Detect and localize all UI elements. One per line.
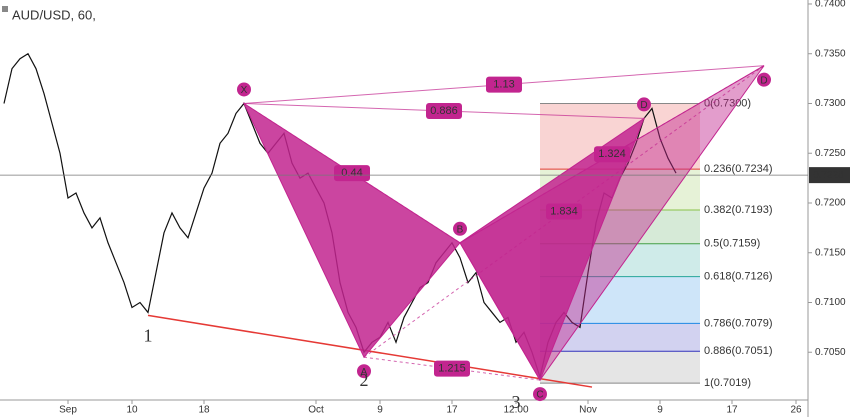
y-tick-label: 0.7400 xyxy=(815,0,846,10)
fib-band xyxy=(540,351,700,384)
ratio-box xyxy=(426,102,462,119)
pattern-point-label: D xyxy=(760,75,767,86)
y-tick-label: 0.7050 xyxy=(815,347,846,358)
pattern-point xyxy=(533,387,547,402)
wave-label: 1 xyxy=(144,325,153,345)
y-tick-label: 0.7100 xyxy=(815,297,846,308)
x-tick-label: 18 xyxy=(198,405,210,416)
x-tick-label: Sep xyxy=(59,405,77,416)
pattern-point-label: X xyxy=(241,85,248,96)
ratio-label: 1.215 xyxy=(438,363,466,375)
y-tick-label: 0.7150 xyxy=(815,247,846,258)
trendline xyxy=(147,314,593,388)
pattern-point xyxy=(453,221,467,236)
pattern-point xyxy=(757,72,771,87)
fib-label: 0.786(0.7079) xyxy=(704,317,773,329)
fib-label: 0.618(0.7126) xyxy=(704,271,773,283)
fib-label: 0.886(0.7051) xyxy=(704,345,773,357)
ratio-label: 1.834 xyxy=(550,205,578,217)
y-tick-label: 0.7350 xyxy=(815,48,846,59)
last-price-box xyxy=(809,167,850,184)
wave-label: 2 xyxy=(360,370,369,390)
pattern-point-label: B xyxy=(457,224,464,235)
ratio-label: 0.886 xyxy=(430,105,458,117)
x-tick-label: 17 xyxy=(446,405,458,416)
fib-label: 0.5(0.7159) xyxy=(704,238,760,250)
chart-title: AUD/USD, 60, xyxy=(12,7,96,22)
x-tick-label: 26 xyxy=(790,405,802,416)
pattern-point xyxy=(637,97,651,112)
pattern-point xyxy=(237,82,251,97)
x-tick-label: 12:00 xyxy=(503,405,528,416)
fib-label: 1(0.7019) xyxy=(704,377,751,389)
ratio-label: 1.13 xyxy=(493,78,514,90)
ratio-label: 0.44 xyxy=(341,167,362,179)
icon xyxy=(2,6,8,12)
last-price-label: 0.7228 xyxy=(813,170,844,181)
y-tick-label: 0.7300 xyxy=(815,98,846,109)
pattern-point-label: D xyxy=(640,100,647,111)
y-tick-label: 0.7250 xyxy=(815,148,846,159)
x-tick-label: 9 xyxy=(657,405,663,416)
pattern-point-label: A xyxy=(361,367,368,378)
x-tick-label: Oct xyxy=(308,405,324,416)
ratio-box xyxy=(546,203,582,220)
x-tick-label: Nov xyxy=(579,405,597,416)
fib-label: 0.236(0.7234) xyxy=(704,163,773,175)
x-tick-label: 17 xyxy=(726,405,738,416)
pattern-point-label: C xyxy=(536,390,543,401)
fib-label: 0.382(0.7193) xyxy=(704,204,773,216)
ratio-box xyxy=(486,76,522,93)
ratio-box xyxy=(594,146,630,163)
ratio-label: 1.324 xyxy=(598,148,626,160)
pattern-point xyxy=(357,364,371,379)
x-tick-label: 10 xyxy=(126,405,138,416)
ratio-box xyxy=(334,165,370,182)
ratio-box xyxy=(434,360,470,377)
x-tick-label: 9 xyxy=(377,405,383,416)
fib-band xyxy=(540,323,700,352)
y-tick-label: 0.7200 xyxy=(815,198,846,209)
